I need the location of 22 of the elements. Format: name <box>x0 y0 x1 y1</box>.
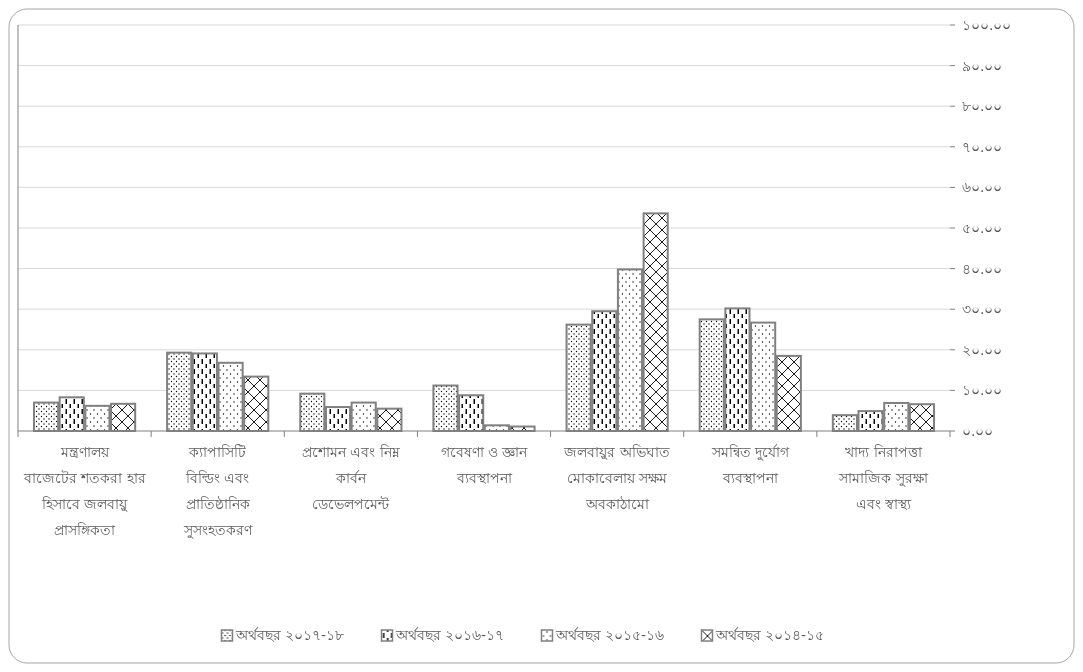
y-tick-label: ০.০০ <box>962 422 994 439</box>
y-tick-label: ৪০.০০ <box>962 260 1003 277</box>
legend-label: অর্থবছর ২০১৬-১৭ <box>394 627 505 643</box>
x-tick-label: সমন্বিত দুর্যোগ ব্যবস্থাপনা <box>710 444 791 486</box>
y-tick-label: ৭০.০০ <box>962 138 1003 155</box>
x-tick-label: খাদ্য নিরাপত্তা সামাজিক সুরক্ষা এবং স্বাস্থ্য <box>838 444 929 512</box>
y-tick-label: ৯০.০০ <box>962 57 1003 74</box>
x-tick-label: ক্যাপাসিটি বিল্ডিং এবং প্রাতিষ্ঠানিক সুসংহতকরণ <box>182 444 253 539</box>
y-tick-label: ৫০.০০ <box>962 219 1003 236</box>
y-tick-label: ৬০.০০ <box>962 179 1003 196</box>
y-tick-label: ২০.০০ <box>962 341 1003 358</box>
y-tick-label: ১০.০০ <box>962 382 1003 399</box>
y-tick-label: ৮০.০০ <box>962 98 1003 115</box>
x-tick-label: গবেষণা ও জ্ঞান ব্যবস্থাপনা <box>440 444 529 486</box>
y-tick-label: ১০০.০০ <box>962 16 1012 33</box>
y-tick-label: ৩০.০০ <box>962 301 1003 318</box>
legend-label: অর্থবছর ২০১৭-১৮ <box>234 627 345 643</box>
x-tick-label: জলবায়ুর অভিঘাত মোকাবেলায় সক্ষম অবকাঠামো <box>563 444 670 512</box>
legend-label: অর্থবছর ২০১৫-১৬ <box>554 627 665 643</box>
legend-label: অর্থবছর ২০১৪-১৫ <box>714 627 825 643</box>
x-tick-label: মন্ত্রণালয় বাজেটের শতকরা হার হিসাবে জলবায়ু প্রাসঙ্গিকতা <box>22 444 146 538</box>
x-tick-label: প্রশোমন এবং নিম্ন কার্বন ডেভেলপমেন্ট <box>301 444 400 512</box>
